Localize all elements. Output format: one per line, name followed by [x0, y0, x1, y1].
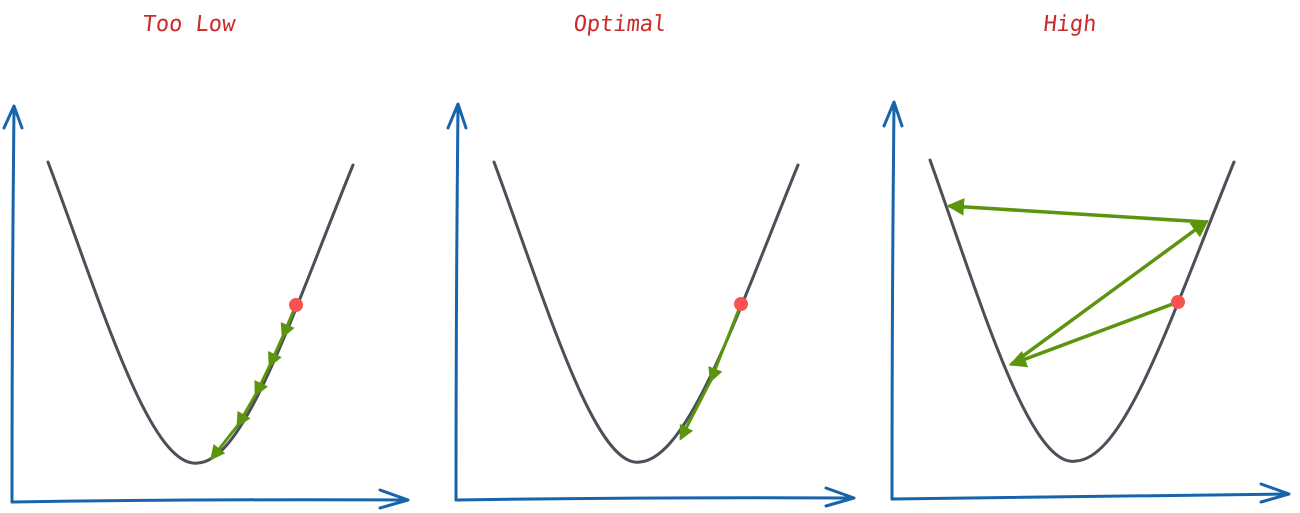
step-arrow: [1010, 219, 1209, 366]
gradient-steps: [946, 198, 1209, 368]
step-arrow: [1008, 300, 1180, 368]
loss-curve: [492, 160, 800, 464]
start-point: [289, 298, 303, 312]
step-arrow: [254, 363, 272, 397]
x-axis: [890, 482, 1291, 504]
loss-curve: [46, 160, 355, 465]
panel-high: [882, 100, 1291, 504]
x-axis: [454, 486, 856, 508]
step-arrow: [268, 334, 285, 368]
step-arrow: [236, 392, 258, 428]
step-arrow: [210, 423, 240, 461]
x-axis: [10, 488, 410, 510]
gradient-steps: [210, 303, 298, 461]
y-axis: [882, 100, 904, 501]
step-arrow: [679, 378, 713, 441]
y-axis: [446, 102, 468, 502]
panel-optimal: [446, 102, 856, 508]
step-arrow: [708, 302, 743, 383]
step-arrow: [946, 198, 1208, 224]
start-point: [1171, 295, 1185, 309]
gradient-steps: [679, 302, 743, 441]
start-point: [734, 297, 748, 311]
y-axis: [2, 104, 24, 504]
panel-too-low: [2, 104, 410, 510]
